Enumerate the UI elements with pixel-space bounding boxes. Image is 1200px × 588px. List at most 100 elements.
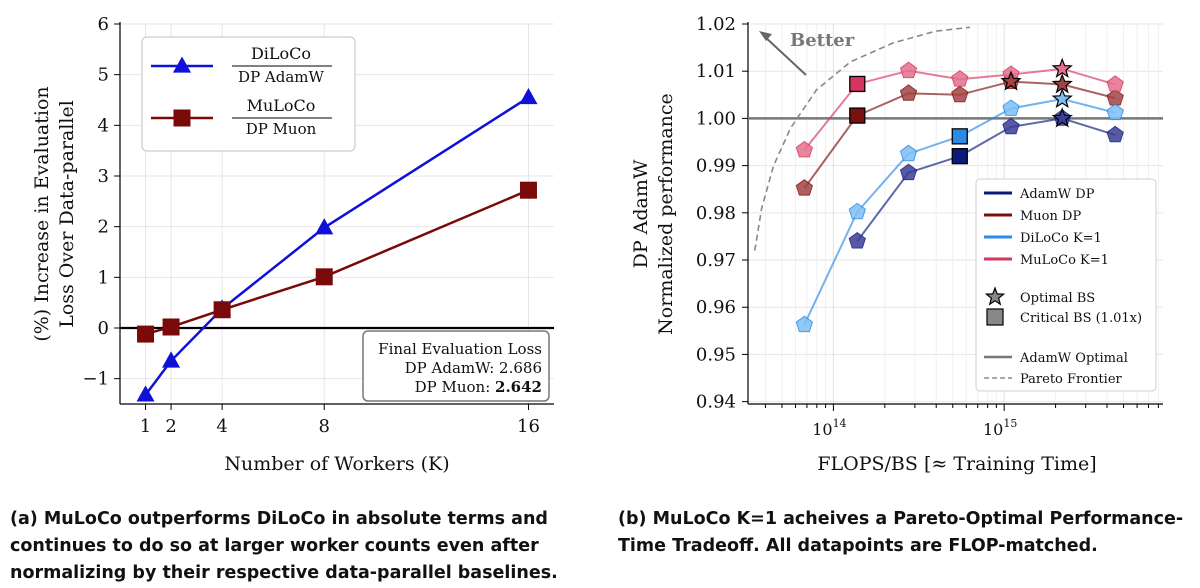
y-tick-label: 3 <box>98 166 109 187</box>
annotation-frame <box>362 330 550 402</box>
data-point-pentagon <box>899 163 918 181</box>
optimal-bs-marker <box>1000 70 1022 91</box>
y-tick-label: 0.98 <box>696 203 736 224</box>
chart-b: 0.940.950.960.970.980.991.001.011.021014… <box>630 14 1163 475</box>
data-point-triangle <box>162 351 181 368</box>
legend-label: AdamW Optimal <box>1019 351 1128 366</box>
caption-a-line: normalizing by their respective data-par… <box>10 563 558 583</box>
y-tick-label: 0.96 <box>696 297 736 318</box>
y-tick-label: 0.99 <box>696 156 736 177</box>
series-line <box>856 117 1116 242</box>
legend-a: DiLoCo DP AdamW MuLoCo DP Muon <box>141 36 356 152</box>
data-point-triangle <box>315 218 334 235</box>
legend-label-numerator: DiLoCo <box>251 44 311 63</box>
data-point-pentagon <box>899 144 918 162</box>
x-tick-label: 4 <box>216 416 227 437</box>
x-tick-label: 1 <box>140 416 151 437</box>
x-tick-label: 8 <box>319 416 330 437</box>
y-axis-label: (%) Increase in Evaluation <box>31 86 53 341</box>
y-tick-label: 5 <box>98 65 109 86</box>
data-point-pentagon <box>951 85 969 103</box>
better-label: Better <box>790 30 855 51</box>
series-line <box>145 189 529 336</box>
y-axis-label: DP AdamW <box>630 159 652 268</box>
annotation-muon-label: DP Muon: <box>415 378 495 396</box>
data-point-square <box>315 268 333 286</box>
y-tick-label: 1.01 <box>696 61 736 82</box>
legend-b: AdamW DP Muon DP DiLoCo K=1 MuLoCo K=1 Optim… <box>975 178 1157 392</box>
critical-bs-marker <box>849 107 866 124</box>
x-tick-exponent: 15 <box>1003 417 1017 430</box>
data-point-triangle <box>136 385 155 402</box>
data-point-pentagon <box>795 179 813 196</box>
x-tick-label: 2 <box>165 416 176 437</box>
legend-label: AdamW DP <box>1019 187 1095 202</box>
y-tick-label: 2 <box>98 217 109 238</box>
y-axis-label: Loss Over Data-parallel <box>56 100 78 328</box>
y-tick-label: 4 <box>98 115 109 136</box>
data-point-square <box>519 181 537 199</box>
data-point-pentagon <box>1106 75 1124 92</box>
y-axis-label: Normalized performance <box>655 93 677 335</box>
data-point-pentagon <box>795 315 813 333</box>
y-tick-label: 0 <box>98 318 109 339</box>
pareto-frontier <box>754 26 971 251</box>
caption-a: (a) MuLoCo outperforms DiLoCo in absolut… <box>10 506 582 587</box>
caption-b: (b) MuLoCo K=1 acheives a Pareto-Optimal… <box>618 506 1188 560</box>
data-point-pentagon <box>899 84 918 101</box>
data-point-pentagon <box>1106 125 1124 143</box>
y-tick-label: 1.02 <box>696 14 736 35</box>
y-tick-label: 1 <box>98 267 109 288</box>
caption-b-line: Time Tradeoff. All datapoints are FLOP-m… <box>618 536 1098 556</box>
legend-label-denominator: DP Muon <box>246 120 317 138</box>
data-point-pentagon <box>899 61 918 79</box>
optimal-bs-marker <box>1051 107 1073 128</box>
data-point-pentagon <box>795 140 813 158</box>
legend-label: Optimal BS <box>1020 291 1095 306</box>
x-tick-exponent: 14 <box>833 417 847 430</box>
x-axis-label: Number of Workers (K) <box>224 453 449 475</box>
caption-a-line: (a) MuLoCo outperforms DiLoCo in absolut… <box>10 509 548 529</box>
legend-square-icon <box>986 308 1004 326</box>
x-tick-label: 1014 <box>812 417 846 439</box>
x-tick-label: 1015 <box>983 417 1017 439</box>
optimal-bs-marker <box>1051 87 1073 109</box>
y-tick-label: 6 <box>98 14 109 35</box>
y-tick-label: 1.00 <box>696 108 736 129</box>
annotation-muon: DP Muon: 2.642 <box>415 378 542 396</box>
legend-marker-triangle <box>172 56 192 73</box>
x-tick-base: 10 <box>983 420 1003 439</box>
critical-bs-marker <box>951 128 968 145</box>
x-tick-label: 16 <box>517 416 540 437</box>
caption-a-line: continues to do so at larger worker coun… <box>10 536 539 556</box>
y-tick-label: 0.95 <box>696 344 736 365</box>
data-point-pentagon <box>848 231 866 249</box>
data-point-pentagon <box>1002 99 1020 116</box>
legend-box <box>975 178 1157 392</box>
y-tick-label: −1 <box>82 369 109 390</box>
annotation-title: Final Evaluation Loss <box>378 340 542 358</box>
annotation-adamw: DP AdamW: 2.686 <box>405 359 542 377</box>
data-point-pentagon <box>1002 117 1020 135</box>
x-axis-label: FLOPS/BS [≈ Training Time] <box>817 453 1096 475</box>
critical-bs-marker <box>951 148 968 165</box>
legend-label: MuLoCo K=1 <box>1020 253 1109 268</box>
data-point-pentagon <box>1106 103 1124 121</box>
better-arrow-head <box>759 31 772 41</box>
legend-label: Pareto Frontier <box>1020 372 1123 387</box>
legend-label: Muon DP <box>1020 209 1081 224</box>
annotation-muon-value: 2.642 <box>495 378 542 396</box>
data-point-triangle <box>519 87 538 105</box>
better-arrow-line <box>763 35 807 76</box>
legend-label: Critical BS (1.01x) <box>1020 311 1142 326</box>
data-point-pentagon <box>951 70 969 87</box>
legend-label-numerator: MuLoCo <box>247 96 316 115</box>
legend-marker-square <box>173 109 191 127</box>
x-tick-base: 10 <box>812 420 832 439</box>
legend-label-denominator: DP AdamW <box>238 68 324 86</box>
data-point-square <box>213 301 231 319</box>
y-tick-label: 0.97 <box>696 250 736 271</box>
